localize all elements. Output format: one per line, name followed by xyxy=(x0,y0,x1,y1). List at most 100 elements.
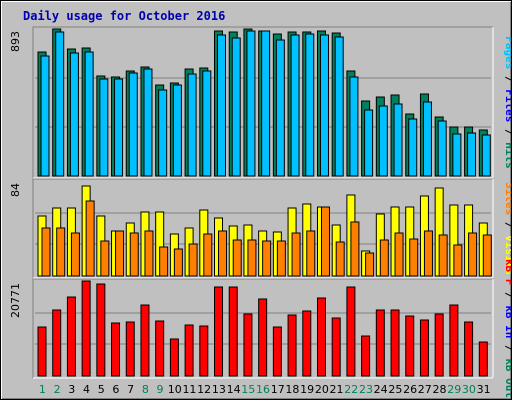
axis-label-part: Files xyxy=(503,89,511,122)
x-tick-label: 31 xyxy=(477,383,491,396)
bar-sites xyxy=(291,232,301,277)
bar-kb-f xyxy=(52,309,62,377)
bar-pages xyxy=(231,37,241,177)
bar-kb-f xyxy=(449,304,459,377)
x-tick-label: 30 xyxy=(462,383,476,396)
axis-label-hits: Pages / Files / Hits xyxy=(503,36,511,169)
bar-pages xyxy=(84,51,94,177)
bar-kb-f xyxy=(346,286,356,377)
x-tick-label: 6 xyxy=(112,383,119,396)
bar-pages xyxy=(143,68,153,177)
bar-kb-f xyxy=(375,309,385,377)
bar-pages xyxy=(40,55,50,177)
axis-label-part: Hits xyxy=(503,142,511,169)
bar-pages xyxy=(467,132,477,177)
bar-pages xyxy=(128,72,138,177)
bar-kb-f xyxy=(37,326,47,377)
bar-kb-f xyxy=(419,319,429,377)
bar-sites xyxy=(173,248,183,277)
bar-sites xyxy=(218,230,228,277)
bar-sites xyxy=(438,234,448,277)
bar-kb-f xyxy=(111,322,121,377)
bar-kb-f xyxy=(331,317,341,377)
bar-pages xyxy=(202,70,212,177)
bar-kb-f xyxy=(302,310,312,377)
bar-pages xyxy=(393,103,403,177)
axis-label-part: kB F xyxy=(503,259,511,286)
axis-label-part: / xyxy=(503,122,511,142)
x-tick-label: 18 xyxy=(285,383,299,396)
bar-kb-f xyxy=(66,296,76,377)
bar-pages xyxy=(187,73,197,177)
bar-pages xyxy=(378,105,388,177)
bar-pages xyxy=(319,34,329,177)
bar-kb-f xyxy=(140,304,150,377)
bar-sites xyxy=(70,232,80,277)
bar-pages xyxy=(422,101,432,177)
bar-kb-f xyxy=(199,325,209,377)
bar-pages xyxy=(172,84,182,177)
x-tick-label: 20 xyxy=(315,383,329,396)
x-tick-label: 11 xyxy=(182,383,196,396)
bar-kb-f xyxy=(169,338,179,377)
bar-pages xyxy=(158,89,168,177)
x-tick-label: 29 xyxy=(447,383,461,396)
x-tick-label: 5 xyxy=(98,383,105,396)
bar-sites xyxy=(306,230,316,277)
bar-pages xyxy=(55,31,65,177)
bar-kb-f xyxy=(184,324,194,377)
x-tick-label: 14 xyxy=(227,383,241,396)
bar-kb-f xyxy=(464,321,474,377)
bar-sites xyxy=(129,232,139,277)
bar-sites xyxy=(262,240,272,277)
bar-pages xyxy=(305,33,315,177)
bar-kb-f xyxy=(272,326,282,377)
bar-sites xyxy=(365,252,375,277)
x-tick-label: 21 xyxy=(330,383,344,396)
x-tick-label: 22 xyxy=(344,383,358,396)
axis-label-part: / xyxy=(503,285,511,305)
bar-sites xyxy=(232,239,242,277)
axis-label-part: / xyxy=(503,215,511,235)
axis-label-part: Sites xyxy=(503,182,511,215)
bar-pages xyxy=(481,134,491,177)
axis-label-part: Visits xyxy=(503,235,511,275)
bar-pages xyxy=(364,109,374,177)
bar-sites xyxy=(247,239,257,277)
x-tick-label: 8 xyxy=(142,383,149,396)
x-tick-label: 9 xyxy=(157,383,164,396)
x-tick-label: 4 xyxy=(83,383,90,396)
bar-sites xyxy=(335,241,345,277)
bar-kb-f xyxy=(243,313,253,377)
x-tick-label: 28 xyxy=(433,383,447,396)
bar-pages xyxy=(114,78,124,177)
x-tick-label: 15 xyxy=(241,383,255,396)
bar-kb-f xyxy=(155,320,165,377)
bar-sites xyxy=(409,238,419,277)
x-tick-label: 24 xyxy=(374,383,388,396)
bar-pages xyxy=(275,39,285,177)
ymax-label-hits: 893 xyxy=(9,31,22,52)
bar-kb-f xyxy=(96,283,106,377)
bar-pages xyxy=(217,34,227,177)
bar-pages xyxy=(334,36,344,177)
bar-sites xyxy=(423,230,433,277)
bar-sites xyxy=(394,232,404,277)
bar-sites xyxy=(482,234,492,277)
axis-label-part: / xyxy=(503,338,511,358)
bar-kb-f xyxy=(214,286,224,377)
x-tick-label: 10 xyxy=(168,383,182,396)
bar-kb-f xyxy=(390,309,400,377)
bar-kb-f xyxy=(434,313,444,377)
bar-kb-f xyxy=(258,298,268,377)
bar-sites xyxy=(100,240,110,277)
axis-label-kbytes: kB F / kB In / kB Out xyxy=(503,259,511,398)
bar-sites xyxy=(379,239,389,277)
bar-pages xyxy=(349,76,359,177)
bar-pages xyxy=(69,52,79,177)
bar-sites xyxy=(453,244,463,277)
bar-sites xyxy=(41,227,51,277)
bar-kb-f xyxy=(405,315,415,377)
bar-sites xyxy=(276,240,286,277)
